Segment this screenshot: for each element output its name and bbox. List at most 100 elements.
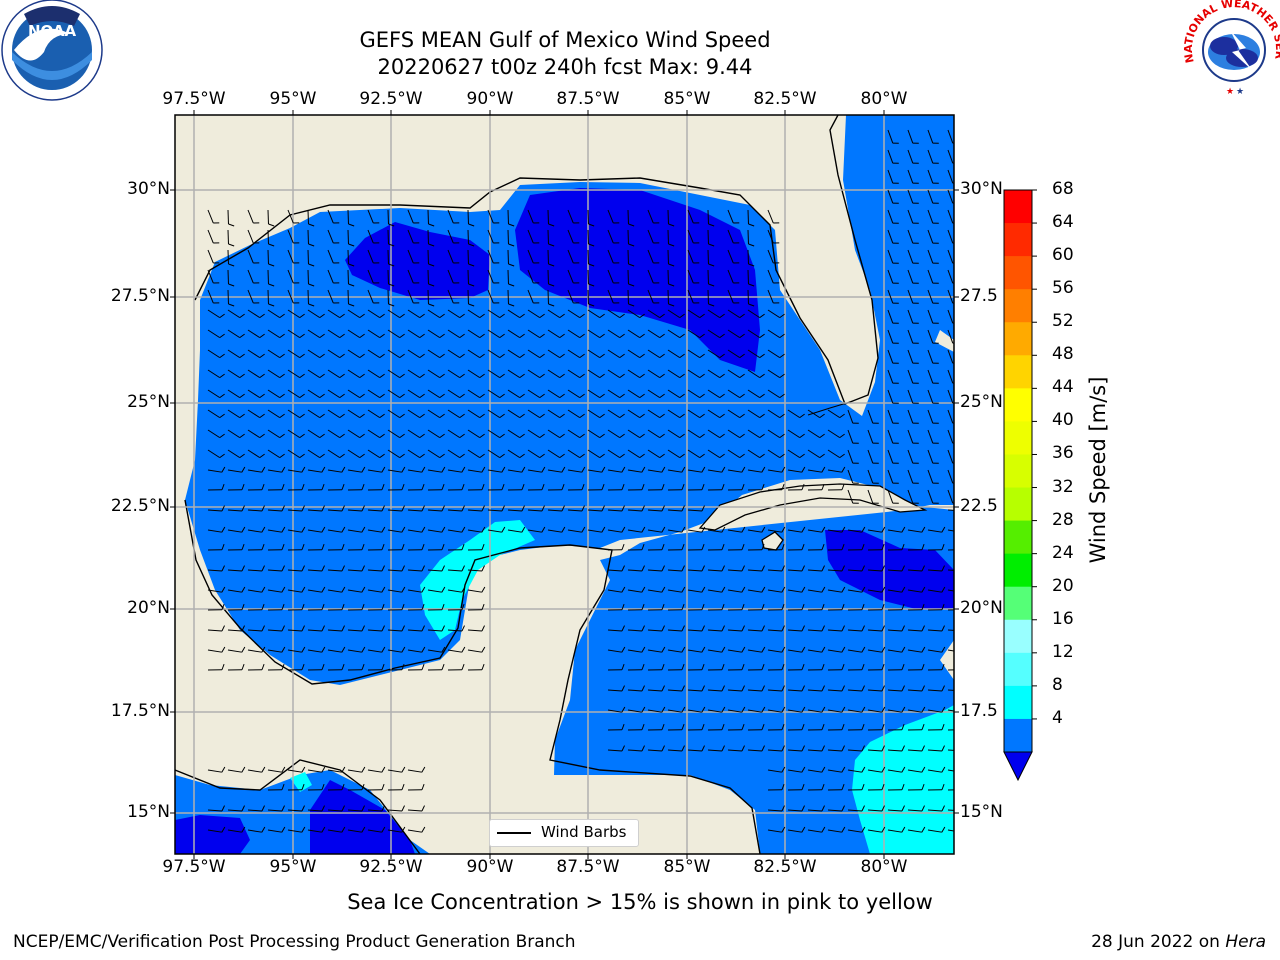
wind-barb <box>627 449 641 459</box>
wind-barb <box>327 809 343 812</box>
wind-barb <box>287 829 302 833</box>
wind-barb-flag <box>308 243 315 247</box>
colorbar <box>1003 189 1037 782</box>
wind-barb <box>747 529 762 533</box>
wind-barb <box>747 449 761 459</box>
wind-barb-flag <box>281 663 285 670</box>
wind-barb <box>767 569 783 572</box>
wind-barb-flag <box>559 373 565 379</box>
wind-barb <box>747 389 761 399</box>
wind-barb-flag <box>819 433 825 439</box>
wind-barb <box>267 369 281 379</box>
wind-barb-flag <box>319 353 325 359</box>
wind-barb-flag <box>588 263 595 267</box>
wind-barb <box>607 629 623 632</box>
wind-barb <box>387 509 403 512</box>
wind-barb <box>327 229 334 244</box>
wind-barb <box>647 309 661 319</box>
wind-barb-flag <box>841 646 846 653</box>
wind-barb <box>767 689 783 692</box>
wind-barb <box>287 469 302 473</box>
wind-barb-flag <box>468 303 475 307</box>
wind-barb-flag <box>361 826 366 833</box>
wind-barb-flag <box>681 466 686 473</box>
wind-barb <box>767 749 783 752</box>
wind-barb <box>727 529 742 533</box>
wind-barb-flag <box>219 353 225 359</box>
wind-barb-flag <box>221 586 226 593</box>
wind-barb-flag <box>361 646 366 653</box>
wind-barb <box>927 249 934 264</box>
wind-barb <box>927 389 934 404</box>
wind-barb <box>307 629 323 632</box>
wind-barb <box>727 449 741 459</box>
wind-barb-flag <box>761 586 766 593</box>
wind-barb <box>647 209 654 224</box>
wind-barb <box>207 209 214 224</box>
wind-barb-flag <box>641 745 645 752</box>
wind-barb-flag <box>401 805 405 812</box>
wind-barb <box>907 149 914 164</box>
wind-barb <box>907 349 914 364</box>
wind-barb-flag <box>921 783 925 790</box>
wind-barb <box>427 409 441 419</box>
wind-barb-flag <box>621 646 626 653</box>
wind-barb <box>487 249 494 264</box>
wind-barb <box>947 529 954 532</box>
wind-barb <box>327 389 341 399</box>
wind-barb-flag <box>279 313 285 319</box>
wind-barb-flag <box>281 543 285 550</box>
wind-barb-flag <box>421 663 425 670</box>
wind-barb <box>767 229 774 244</box>
wind-barb <box>647 249 654 264</box>
wind-barb-flag <box>901 783 905 790</box>
wind-barb-flag <box>781 466 786 473</box>
wind-barb <box>607 329 621 339</box>
wind-barb-flag <box>499 453 505 459</box>
wind-barb <box>667 509 683 512</box>
wind-barb <box>367 649 382 653</box>
colorbar-segment <box>1004 355 1032 389</box>
wind-barb-flag <box>379 373 385 379</box>
wind-barb-flag <box>679 333 685 339</box>
wind-barb-flag <box>388 243 395 247</box>
wind-barb-flag <box>381 565 385 572</box>
wind-barb <box>247 369 261 379</box>
footer-date-text: 28 Jun 2022 on <box>1091 932 1226 952</box>
wind-barb-flag <box>641 483 645 490</box>
wind-barb <box>647 449 661 459</box>
wind-barb-flag <box>619 413 625 419</box>
wind-barb <box>407 809 423 812</box>
wind-barb <box>867 469 874 484</box>
wind-barb <box>827 829 842 833</box>
wind-barb-flag <box>401 766 406 773</box>
wind-barb-flag <box>339 413 345 419</box>
wind-barb-flag <box>819 453 825 459</box>
wind-barb-flag <box>962 827 965 832</box>
wind-barb-flag <box>841 723 845 730</box>
wind-barb-flag <box>479 453 485 459</box>
wind-barb-flag <box>681 543 685 550</box>
wind-barb-flag <box>599 413 605 419</box>
wind-barb <box>247 249 254 264</box>
wind-barb <box>247 769 262 773</box>
wind-barb-flag <box>599 353 605 359</box>
wind-barb <box>627 369 641 379</box>
wind-barb <box>807 429 821 439</box>
wind-barb <box>607 349 621 359</box>
wind-barb <box>327 369 341 379</box>
wind-barb-flag <box>741 565 745 572</box>
wind-barb-flag <box>599 433 605 439</box>
wind-barb-flag <box>639 393 645 399</box>
wind-barb <box>607 309 621 319</box>
wind-barb <box>287 449 301 459</box>
wind-barb-flag <box>781 526 786 533</box>
wind-barb <box>227 569 243 572</box>
wind-barb <box>367 409 381 419</box>
wind-barb <box>227 469 242 473</box>
wind-barb <box>947 169 954 184</box>
wind-barb-flag <box>261 505 265 512</box>
wind-barb-flag <box>461 586 466 593</box>
wind-barb <box>687 629 703 632</box>
wind-barb <box>907 469 914 484</box>
